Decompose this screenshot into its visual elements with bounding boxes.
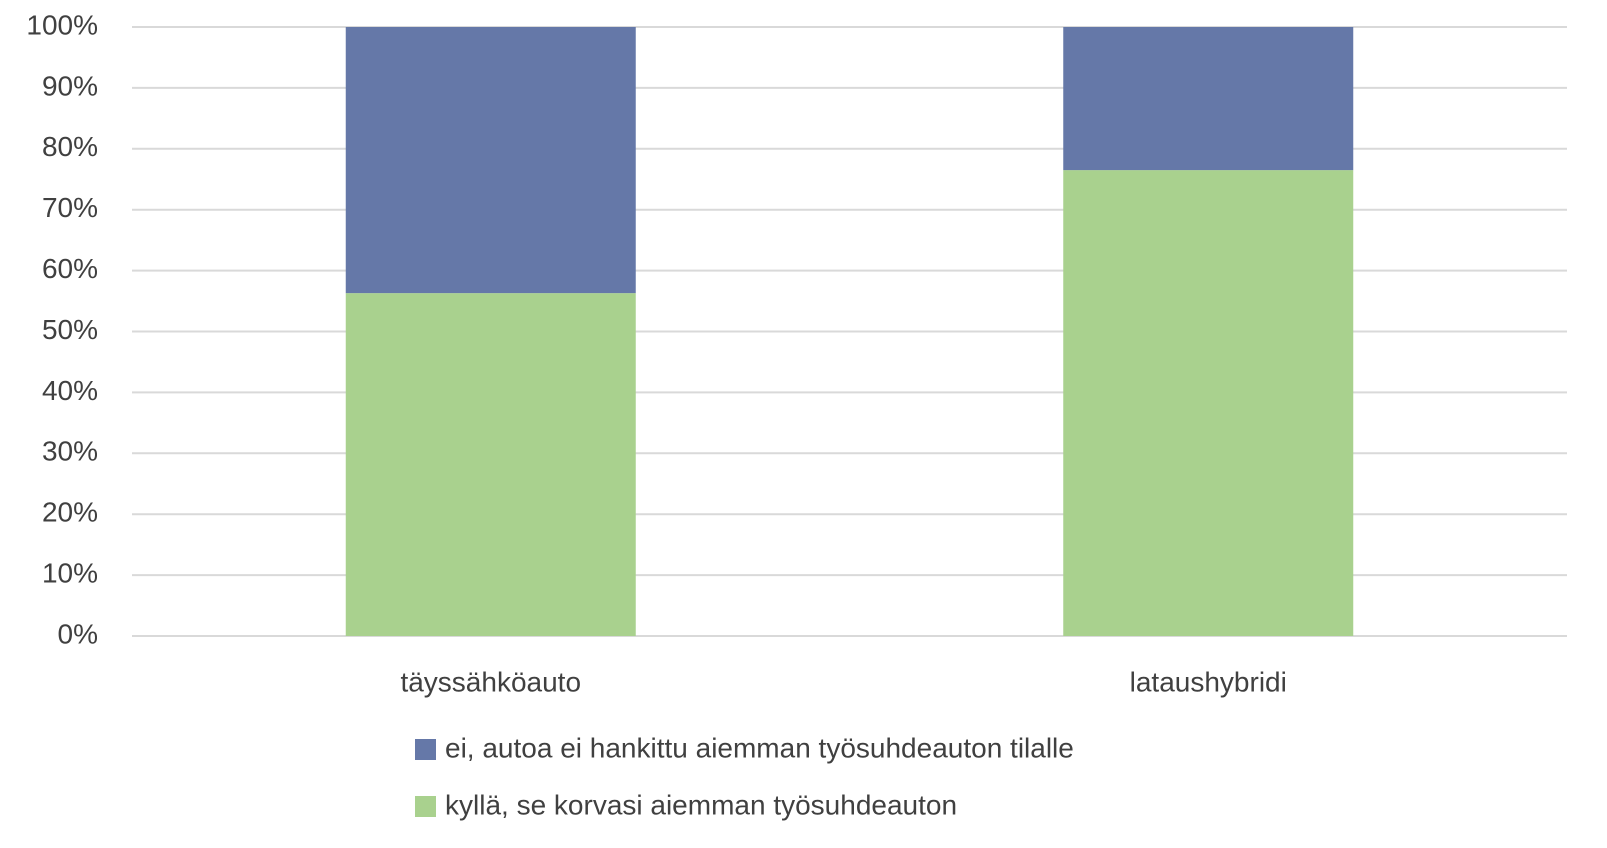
x-tick-label: täyssähköauto bbox=[400, 666, 581, 697]
y-tick-label: 60% bbox=[42, 253, 98, 284]
legend-swatch bbox=[415, 796, 436, 817]
y-tick-label: 100% bbox=[26, 9, 98, 40]
y-tick-label: 20% bbox=[42, 497, 98, 528]
y-tick-label: 80% bbox=[42, 131, 98, 162]
y-tick-label: 0% bbox=[58, 618, 98, 649]
legend-swatch bbox=[415, 739, 436, 760]
y-tick-label: 70% bbox=[42, 192, 98, 223]
bar-segment bbox=[345, 27, 636, 294]
y-tick-label: 50% bbox=[42, 314, 98, 345]
x-tick-label: lataushybridi bbox=[1130, 666, 1287, 697]
bar-segment bbox=[1063, 27, 1354, 171]
bar-segment bbox=[345, 293, 636, 636]
y-tick-label: 90% bbox=[42, 70, 98, 101]
y-tick-label: 40% bbox=[42, 375, 98, 406]
legend-label: kyllä, se korvasi aiemman työsuhdeauton bbox=[445, 789, 957, 820]
bar-segment bbox=[1063, 170, 1354, 637]
y-tick-label: 10% bbox=[42, 557, 98, 588]
y-tick-label: 30% bbox=[42, 436, 98, 467]
legend-label: ei, autoa ei hankittu aiemman työsuhdeau… bbox=[445, 732, 1074, 763]
